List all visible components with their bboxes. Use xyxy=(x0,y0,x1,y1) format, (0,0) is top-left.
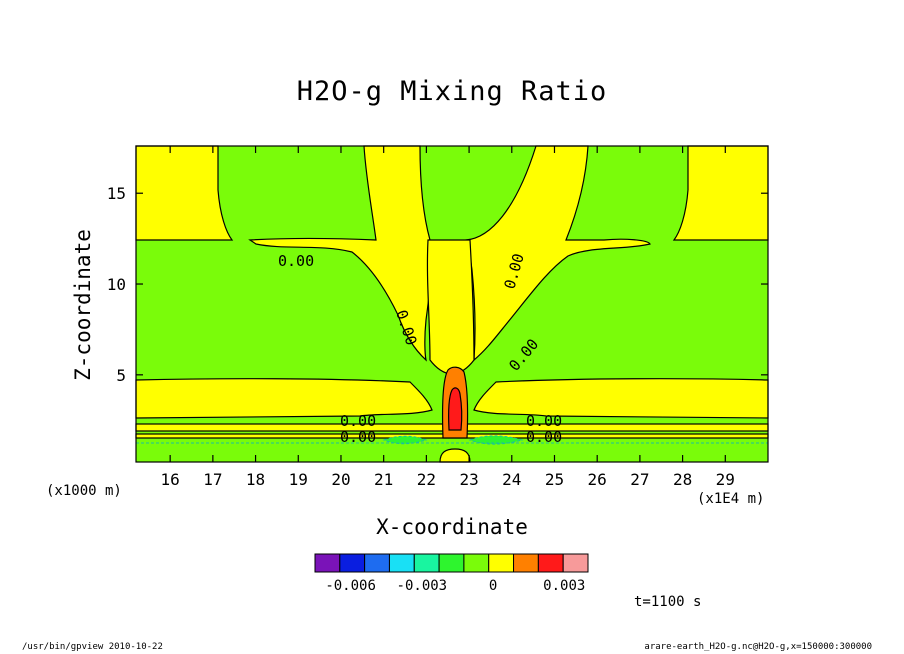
x-tick-label: 16 xyxy=(161,470,180,489)
x-axis-label: X-coordinate xyxy=(376,515,528,539)
colorbar-swatch xyxy=(339,553,366,573)
x-axis: 16 17 18 19 20 21 22 23 24 25 26 27 28 29 xyxy=(161,146,735,489)
x-tick-label: 21 xyxy=(374,470,393,489)
y-axis-label: Z-coordinate xyxy=(71,229,95,381)
x-tick-label: 19 xyxy=(289,470,308,489)
colorbar-tick-label: -0.003 xyxy=(397,578,448,594)
colorbar-swatch xyxy=(463,553,490,573)
y-axis: 5 10 15 xyxy=(107,184,768,385)
region-top-right xyxy=(672,145,769,241)
y-tick-label: 10 xyxy=(107,275,126,294)
x-tick-label: 18 xyxy=(246,470,265,489)
colorbar-swatch xyxy=(388,553,415,573)
band-left-layer xyxy=(135,378,433,419)
x-tick-label: 23 xyxy=(459,470,478,489)
colorbar-tick-label: 0 xyxy=(489,578,497,594)
colorbar-tick-label: 0.003 xyxy=(543,578,585,594)
colorbar-swatch xyxy=(314,553,341,573)
contour-label: 0.00 xyxy=(526,428,562,446)
colorbar-swatch xyxy=(537,553,564,573)
plot-frame xyxy=(135,145,769,463)
contour-label: 0.00 xyxy=(526,412,562,430)
colorbar-swatch xyxy=(413,553,440,573)
contour-label: 0.00 xyxy=(340,428,376,446)
x-tick-label: 29 xyxy=(716,470,735,489)
x-tick-label: 24 xyxy=(502,470,521,489)
band-right-layer xyxy=(473,378,769,419)
footer-left: /usr/bin/gpview 2010-10-22 xyxy=(22,642,163,652)
colorbar-tick-label: -0.006 xyxy=(325,578,376,594)
x-tick-label: 20 xyxy=(331,470,350,489)
x-tick-label: 28 xyxy=(673,470,692,489)
colorbar-swatch xyxy=(488,553,515,573)
x-scale-note: (x1E4 m) xyxy=(697,491,765,507)
x-tick-label: 25 xyxy=(545,470,564,489)
plume-red xyxy=(448,387,463,431)
y-tick-label: 5 xyxy=(116,366,126,385)
x-tick-label: 27 xyxy=(630,470,649,489)
region-top-left xyxy=(135,145,234,241)
x-tick-label: 26 xyxy=(588,470,607,489)
time-label: t=1100 s xyxy=(634,594,702,610)
negative-wisps xyxy=(136,435,768,445)
colorbar-swatch xyxy=(562,553,589,573)
colorbar-swatch xyxy=(513,553,539,573)
x-unit-note: (x1000 m) xyxy=(46,483,122,499)
region-bottom-cap xyxy=(439,448,471,463)
colorbar-swatch xyxy=(364,553,390,573)
contour-label: 0.00 xyxy=(340,412,376,430)
colorbar-swatch xyxy=(438,553,465,573)
region-center-column xyxy=(426,239,475,375)
x-tick-label: 22 xyxy=(417,470,436,489)
chart-title: H2O-g Mixing Ratio xyxy=(296,76,608,107)
colorbar: -0.006 -0.003 0 0.003 xyxy=(314,553,589,594)
y-tick-label: 15 xyxy=(107,184,126,203)
contour-label: 0.00 xyxy=(278,252,314,270)
footer-right: arare-earth_H2O-g.nc@H2O-g,x=150000:3000… xyxy=(644,642,872,652)
x-tick-label: 17 xyxy=(203,470,222,489)
